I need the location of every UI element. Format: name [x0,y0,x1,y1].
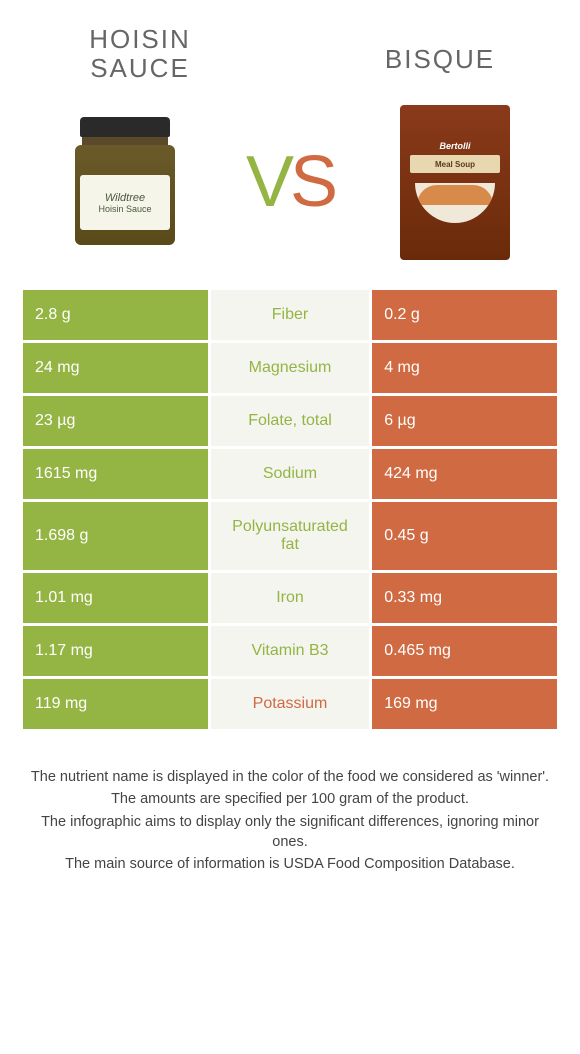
footer-line: The main source of information is USDA F… [30,854,550,874]
footer-line: The amounts are specified per 100 gram o… [30,789,550,809]
left-value: 24 mg [23,343,208,393]
left-value: 119 mg [23,679,208,729]
left-value: 1.698 g [23,502,208,570]
nutrient-label: Magnesium [211,343,369,393]
nutrient-label: Vitamin B3 [211,626,369,676]
table-row: 1615 mgSodium424 mg [23,449,557,499]
left-value: 1615 mg [23,449,208,499]
jar-icon: Wildtree Hoisin Sauce [70,117,180,247]
right-product-image: Bertolli Meal Soup [380,102,530,262]
left-product-image: Wildtree Hoisin Sauce [50,102,200,262]
left-value: 1.17 mg [23,626,208,676]
left-value: 1.01 mg [23,573,208,623]
right-value: 0.2 g [372,290,557,340]
right-value: 4 mg [372,343,557,393]
infographic: Hoisin sauce Bisque Wildtree Hoisin Sauc… [0,0,580,1054]
table-row: 119 mgPotassium169 mg [23,679,557,729]
table-row: 1.17 mgVitamin B30.465 mg [23,626,557,676]
footer-line: The nutrient name is displayed in the co… [30,767,550,787]
nutrient-label: Folate, total [211,396,369,446]
vs-v: V [246,142,290,222]
table-row: 1.01 mgIron0.33 mg [23,573,557,623]
table-row: 1.698 gPolyunsaturated fat0.45 g [23,502,557,570]
right-value: 169 mg [372,679,557,729]
table-body: 2.8 gFiber0.2 g24 mgMagnesium4 mg23 µgFo… [23,290,557,729]
product-images-row: Wildtree Hoisin Sauce VS Bertolli Meal S… [20,82,560,287]
nutrient-label: Polyunsaturated fat [211,502,369,570]
vs-label: VS [246,141,334,223]
left-value: 2.8 g [23,290,208,340]
nutrient-label: Potassium [211,679,369,729]
right-value: 0.465 mg [372,626,557,676]
table-row: 2.8 gFiber0.2 g [23,290,557,340]
left-title: Hoisin sauce [50,25,230,82]
right-value: 6 µg [372,396,557,446]
footer-line: The infographic aims to display only the… [30,812,550,853]
table-row: 23 µgFolate, total6 µg [23,396,557,446]
left-value: 23 µg [23,396,208,446]
comparison-table: 2.8 gFiber0.2 g24 mgMagnesium4 mg23 µgFo… [20,287,560,732]
right-value: 0.45 g [372,502,557,570]
nutrient-label: Fiber [211,290,369,340]
right-title: Bisque [350,45,530,74]
nutrient-label: Sodium [211,449,369,499]
box-icon: Bertolli Meal Soup [400,105,510,260]
box-brand: Bertolli [439,141,470,151]
right-value: 0.33 mg [372,573,557,623]
table-row: 24 mgMagnesium4 mg [23,343,557,393]
right-value: 424 mg [372,449,557,499]
jar-brand: Wildtree [105,192,145,204]
footer-notes: The nutrient name is displayed in the co… [20,732,560,874]
vs-s: S [290,142,334,222]
header: Hoisin sauce Bisque [20,10,560,82]
nutrient-label: Iron [211,573,369,623]
box-sub: Meal Soup [410,155,500,173]
jar-sub: Hoisin Sauce [98,204,151,214]
